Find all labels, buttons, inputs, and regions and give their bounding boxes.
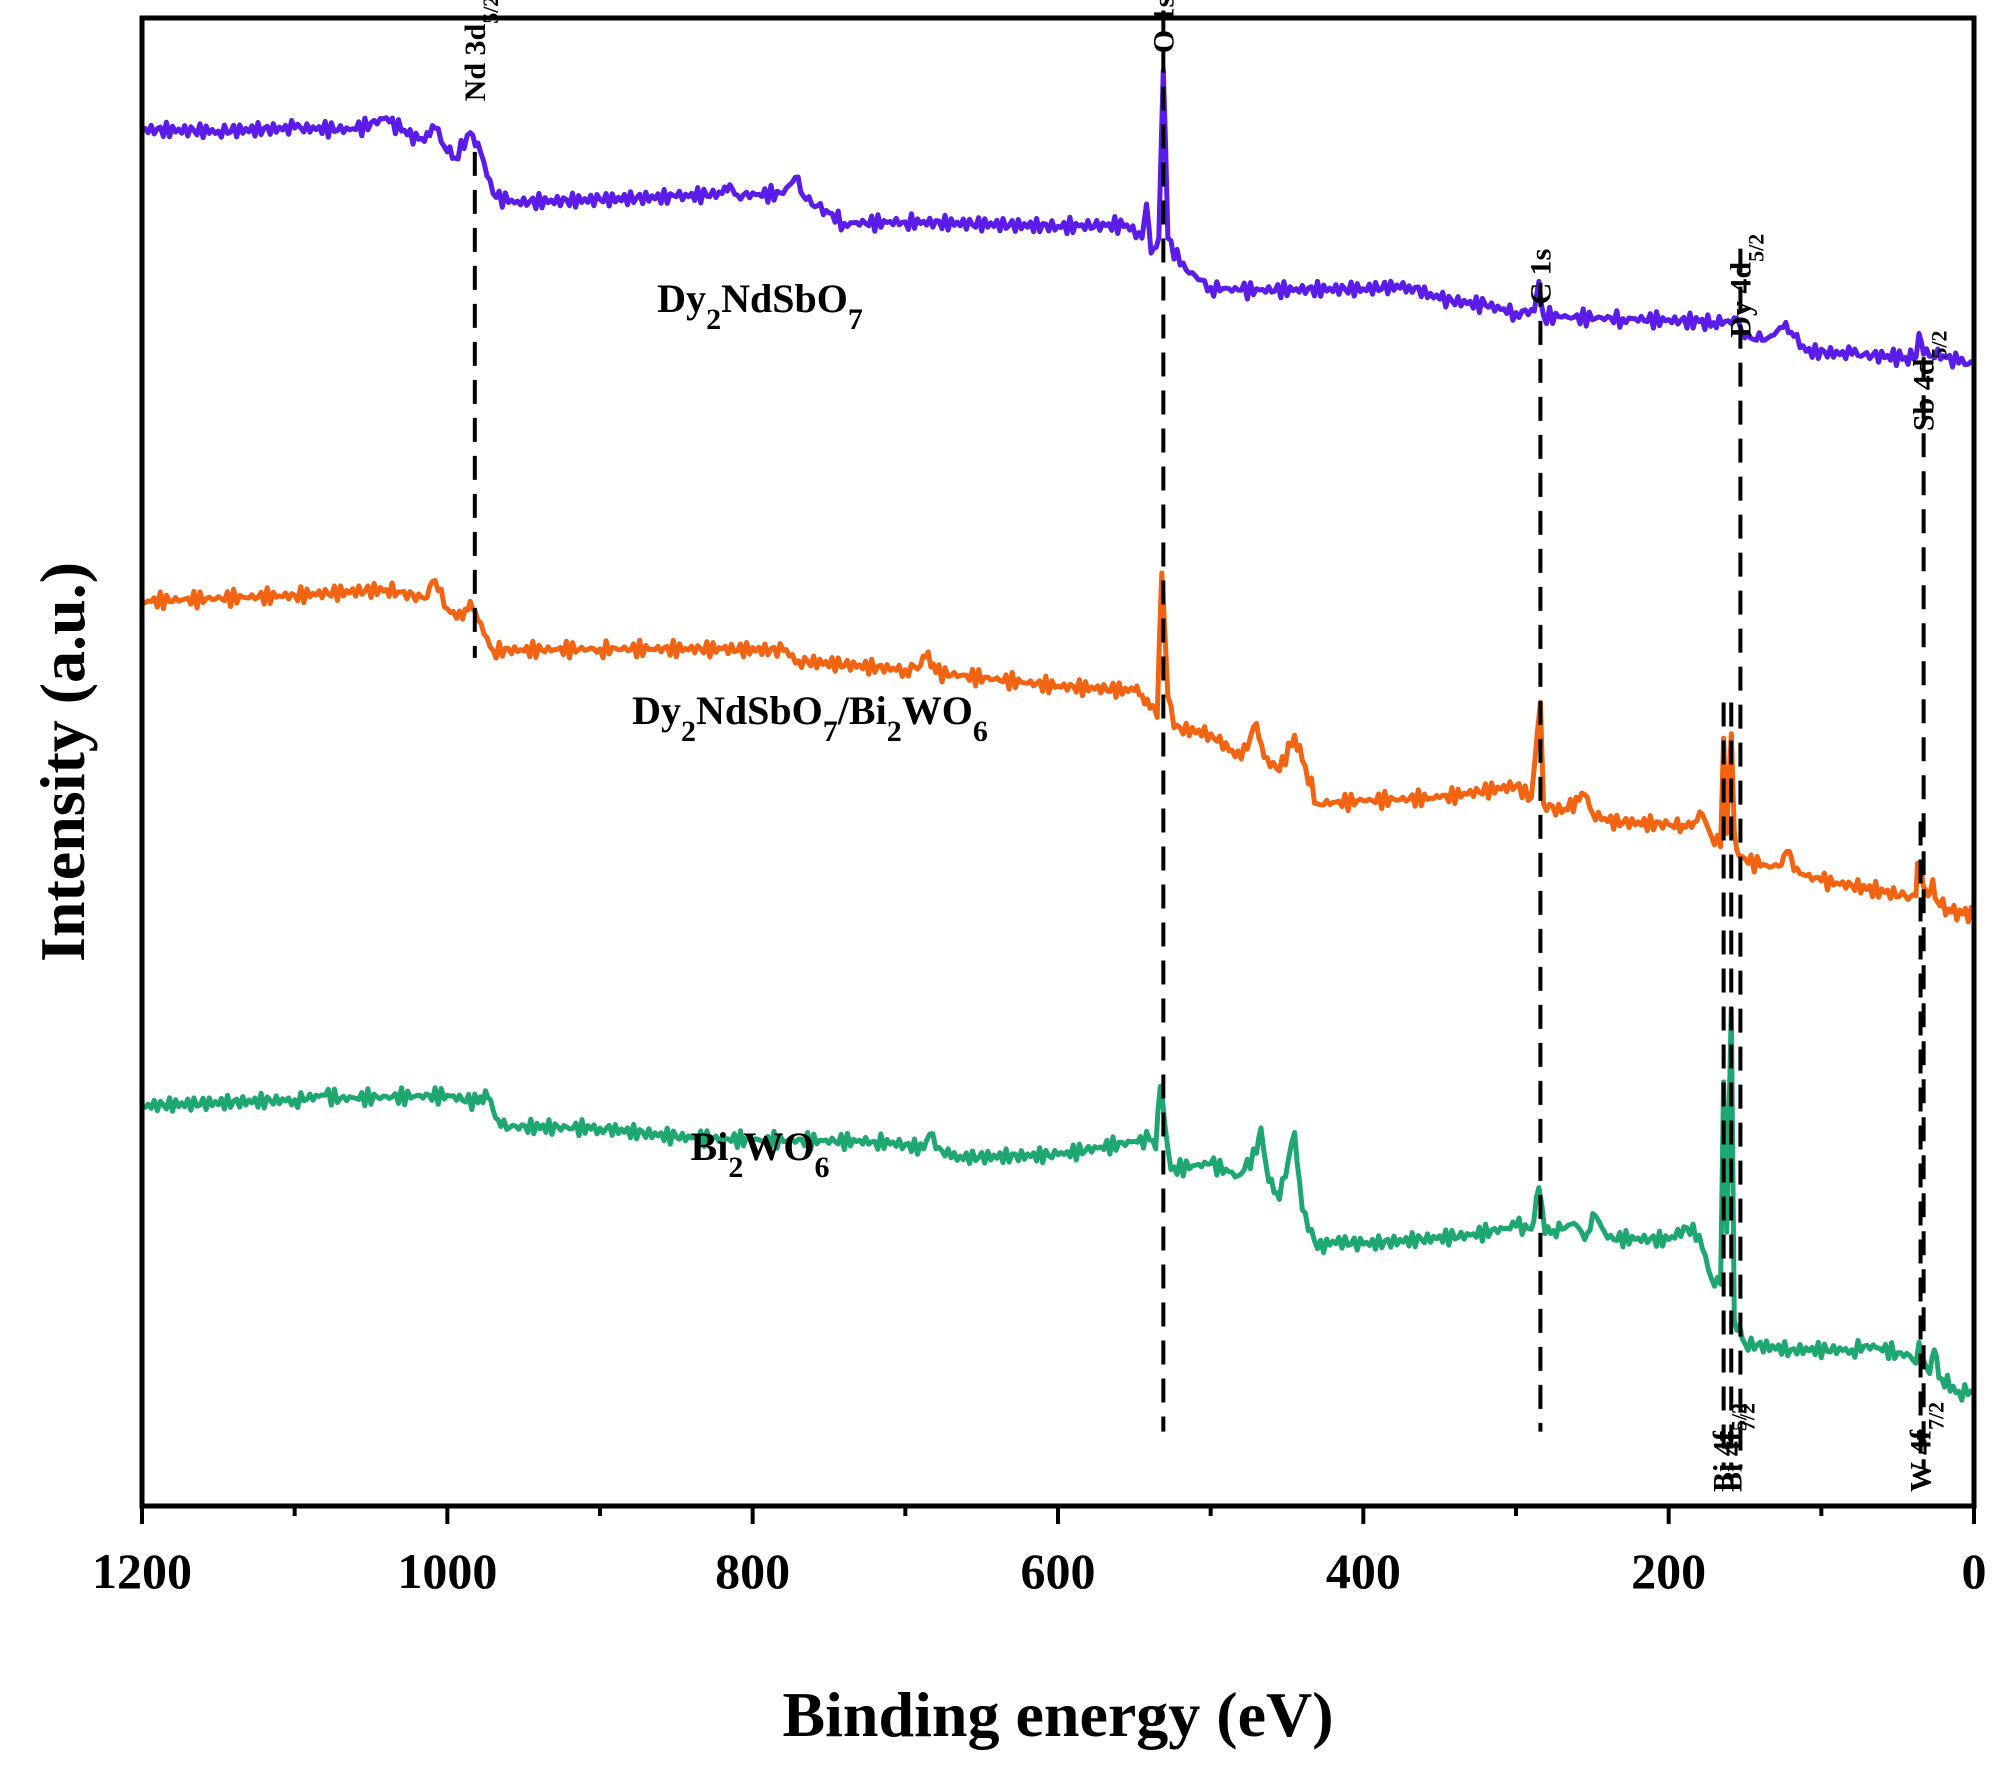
peak-label-sb4d: Sb 4d5/2 bbox=[1908, 330, 1952, 431]
x-axis: 1200 1000 800 600 400 200 0 bbox=[92, 1506, 1987, 1599]
label-subscript: 6 bbox=[814, 1151, 829, 1184]
x-tick-label: 1200 bbox=[92, 1543, 192, 1599]
series-line-1 bbox=[140, 570, 1977, 925]
label-subscript: 6 bbox=[973, 715, 988, 748]
label-subscript: 7 bbox=[823, 715, 838, 748]
peak-label-group-nd3d: Nd 3d5/2 bbox=[459, 0, 503, 101]
label-text: WO bbox=[902, 688, 973, 733]
label-subscript: 5/2 bbox=[1743, 234, 1768, 262]
label-text: O 1s bbox=[1147, 0, 1180, 53]
peak-label-w4f72: W 4f7/2 bbox=[1905, 1402, 1949, 1492]
peak-label-group-bi4f72: Bi 4f7/2 bbox=[1715, 1403, 1759, 1492]
label-text: Dy bbox=[632, 688, 681, 733]
label-text: Bi 4f bbox=[1708, 1430, 1741, 1492]
label-subscript: 7/2 bbox=[1923, 1402, 1948, 1430]
peak-label-o1s: O 1s bbox=[1147, 0, 1180, 53]
label-text: Nd 3d bbox=[459, 24, 492, 102]
y-axis-title: Intensity (a.u.) bbox=[27, 562, 98, 962]
plot-frame bbox=[139, 15, 1977, 1509]
x-tick-label: 400 bbox=[1326, 1543, 1401, 1599]
label-text: Sb 4d bbox=[1908, 358, 1941, 431]
x-tick-label: 600 bbox=[1021, 1543, 1096, 1599]
label-text: NdSbO bbox=[721, 276, 848, 321]
label-text: /Bi bbox=[837, 688, 887, 733]
peak-label-group-o1s: O 1s bbox=[1147, 0, 1180, 53]
label-subscript: 7 bbox=[848, 303, 863, 336]
x-axis-title: Binding energy (eV) bbox=[782, 1679, 1333, 1750]
label-text: WO bbox=[743, 1124, 814, 1169]
label-text: Bi 4f bbox=[1715, 1430, 1748, 1492]
series-layer bbox=[140, 67, 1977, 1403]
label-subscript: 2 bbox=[681, 715, 696, 748]
series-label-1: Dy2NdSbO7/Bi2WO6 bbox=[632, 688, 988, 748]
peak-label-group-w4f72: W 4f7/2 bbox=[1905, 1402, 1949, 1492]
peak-label-bi4f72: Bi 4f7/2 bbox=[1715, 1403, 1759, 1492]
x-tick-label: 200 bbox=[1631, 1543, 1706, 1599]
label-text: Bi bbox=[691, 1124, 729, 1169]
series-label-0: Dy2NdSbO7 bbox=[657, 276, 863, 336]
label-text: NdSbO bbox=[696, 688, 823, 733]
label-subscript: 2 bbox=[887, 715, 902, 748]
label-subscript: 7/2 bbox=[1734, 1403, 1759, 1431]
peak-label-dy4d: Dy 4d5/2 bbox=[1724, 234, 1768, 338]
label-subscript: 5/2 bbox=[1926, 330, 1951, 358]
label-text: Dy bbox=[657, 276, 706, 321]
series-line-0 bbox=[141, 67, 1976, 370]
x-tick-label: 1000 bbox=[397, 1543, 497, 1599]
peak-label-c1s: C 1s bbox=[1524, 249, 1557, 305]
series-label-2: Bi2WO6 bbox=[691, 1124, 830, 1184]
label-text: W 4f bbox=[1905, 1429, 1938, 1492]
x-tick-label: 800 bbox=[715, 1543, 790, 1599]
annotation-layer: Nd 3d5/2 O 1sC 1s Dy 4d5/2Sb 4d5/2Bi 4f5/2… bbox=[459, 0, 1951, 1492]
label-subscript: 2 bbox=[706, 303, 721, 336]
peak-label-group-sb4d: Sb 4d5/2 bbox=[1908, 330, 1952, 431]
peak-label-group-c1s: C 1s bbox=[1524, 249, 1557, 305]
label-subscript: 2 bbox=[728, 1151, 743, 1184]
x-tick-label: 0 bbox=[1962, 1543, 1987, 1599]
series-line-2 bbox=[140, 1006, 1975, 1403]
label-text: Dy 4d bbox=[1724, 262, 1757, 338]
peak-label-group-dy4d: Dy 4d5/2 bbox=[1724, 234, 1768, 338]
peak-label-nd3d: Nd 3d5/2 bbox=[459, 0, 503, 101]
label-text: C 1s bbox=[1524, 249, 1557, 305]
